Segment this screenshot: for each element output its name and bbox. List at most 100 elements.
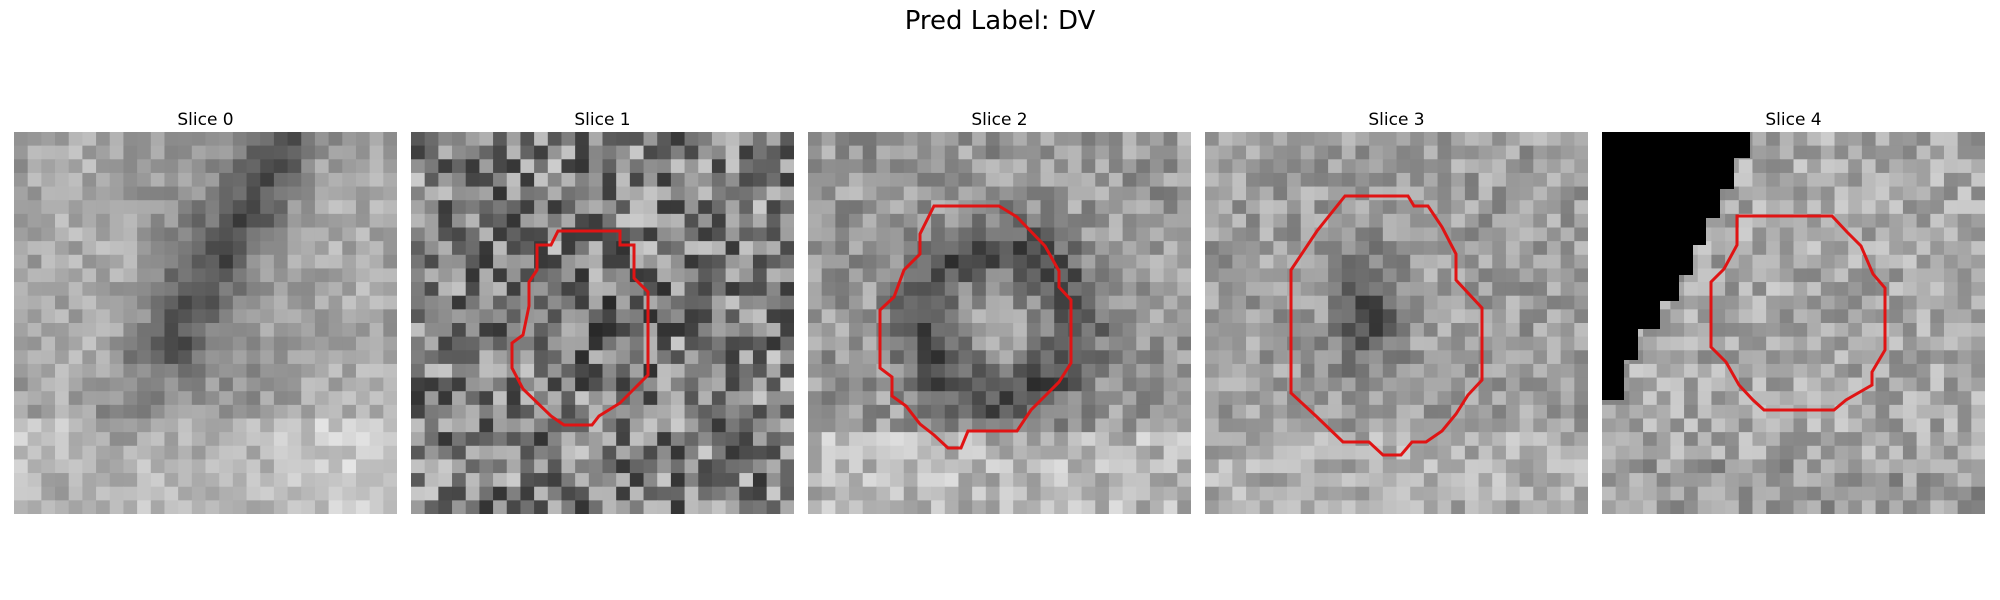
pixel [1095,213,1110,229]
pixel [68,282,83,297]
pixel [1300,473,1316,488]
pixel [1205,295,1220,310]
pixel [1492,268,1507,283]
pixel [1218,350,1233,365]
pixel [178,186,193,201]
pixel [1889,391,1904,406]
pixel [1971,473,1985,488]
pixel [369,227,384,242]
pixel [1574,323,1588,338]
pixel [438,418,453,433]
pixel [1122,350,1137,365]
pixel [931,459,946,474]
pixel [1943,432,1959,447]
pixel [890,486,905,501]
pixel [1300,159,1316,174]
pixel [999,418,1014,433]
pixel [890,200,905,215]
pixel [1259,336,1274,351]
pixel [1738,459,1754,474]
pixel [479,132,494,147]
pixel [1232,282,1247,297]
pixel [479,336,494,351]
pixel [1013,309,1028,324]
pixel [1013,445,1028,461]
pixel [191,309,207,324]
pixel [1602,404,1617,420]
pixel [506,227,522,242]
pixel [602,418,617,433]
pixel [1328,145,1343,160]
pixel [1259,254,1274,270]
pixel [1341,432,1357,447]
pixel [232,241,248,256]
pixel [698,309,713,324]
pixel [958,172,973,188]
pixel [917,323,932,338]
pixel [96,172,111,188]
pixel [1149,323,1165,338]
pixel [1930,159,1945,174]
pixel [109,473,125,488]
pixel [1875,418,1890,433]
pixel [493,336,508,351]
pixel [1177,404,1191,420]
pixel [1505,418,1521,433]
pixel [1725,391,1740,406]
pixel [1122,418,1137,433]
pixel [1205,500,1220,514]
pixel [698,336,713,351]
pixel [41,323,56,338]
pixel [1807,132,1822,147]
pixel [452,145,467,160]
pixel [273,145,289,160]
pixel [958,500,973,514]
pixel [616,309,631,324]
pixel [150,145,166,160]
pixel [1136,363,1151,379]
pixel [1793,445,1808,461]
pixel [1163,132,1178,147]
pixel [821,350,836,365]
pixel [1328,377,1343,392]
pixel [1163,213,1178,229]
pixel [1122,500,1137,514]
pixel [1615,500,1630,514]
pixel [1396,404,1411,420]
pixel [670,254,686,270]
pixel [1149,418,1165,433]
pixel [1519,132,1534,147]
pixel [355,186,371,201]
pixel [178,473,193,488]
pixel [958,391,973,406]
pixel [1574,200,1588,215]
pixel [314,282,330,297]
pixel [1766,145,1781,160]
pixel [27,186,42,201]
pixel [1505,486,1521,501]
pixel [1971,132,1985,147]
pixel [1519,172,1534,188]
pixel [1505,172,1521,188]
pixel [780,254,794,270]
pixel [1040,132,1055,147]
segmentation-contour [878,204,1073,450]
pixel [876,213,891,229]
pixel [1643,473,1658,488]
pixel [1916,404,1931,420]
pixel [369,172,384,188]
pixel [1218,213,1233,229]
pixel [1779,172,1795,188]
pixel [835,295,850,310]
pixel [1328,227,1343,242]
pixel [1766,282,1781,297]
pixel [547,377,563,392]
pixel [972,418,987,433]
pixel [1382,459,1398,474]
pixel [273,500,289,514]
pixel [808,404,823,420]
pixel [1081,295,1096,310]
pixel [684,254,699,270]
pixel [684,227,699,242]
pixel [1382,241,1398,256]
